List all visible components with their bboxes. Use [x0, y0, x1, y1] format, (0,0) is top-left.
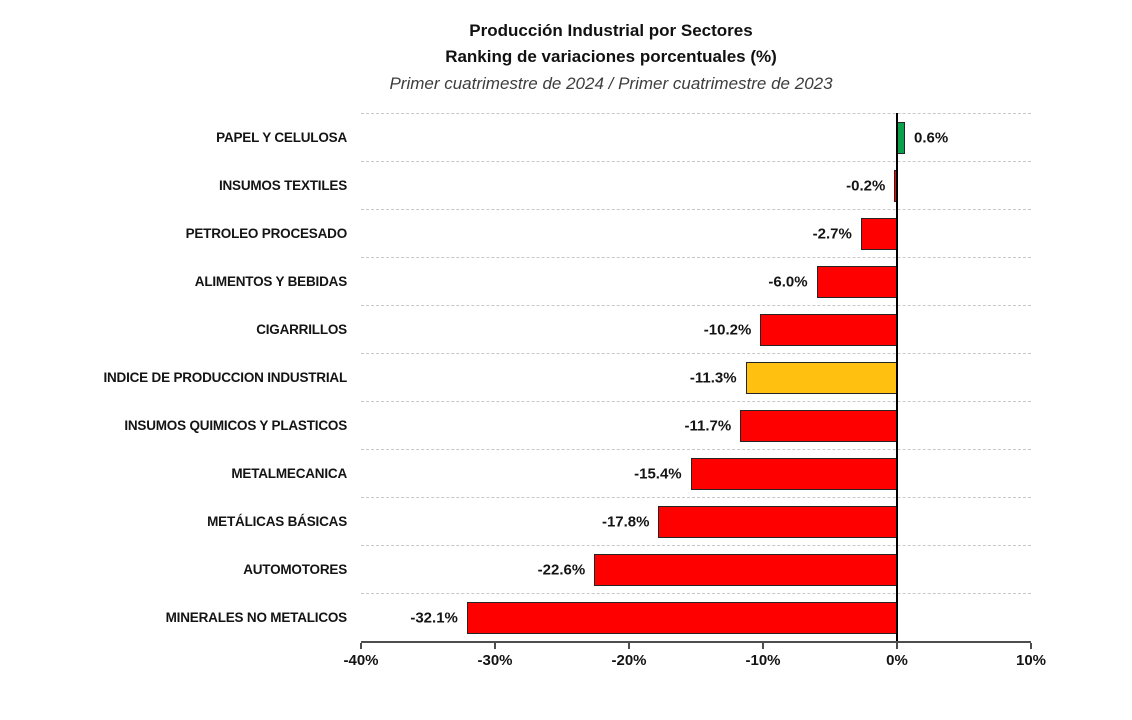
x-axis-tick-label: -20%: [611, 652, 647, 669]
plot-cell: 0.6%: [361, 113, 1031, 161]
plot-row: INSUMOS TEXTILES -0.2%: [0, 161, 1132, 209]
plot-cell: -22.6%: [361, 545, 1031, 593]
value-label: -17.8%: [601, 513, 650, 530]
category-label: MINERALES NO METALICOS: [165, 609, 348, 625]
category-label: INDICE DE PRODUCCION INDUSTRIAL: [103, 369, 347, 385]
x-axis-tick-label: -30%: [477, 652, 513, 669]
plot-row: PAPEL Y CELULOSA 0.6%: [0, 113, 1132, 161]
chart-subtitle: Ranking de variaciones porcentuales (%): [445, 47, 777, 66]
x-axis-tick-label: 10%: [1015, 652, 1047, 669]
plot-cell: -15.4%: [361, 449, 1031, 497]
bar: [816, 265, 897, 298]
category-label: PETROLEO PROCESADO: [185, 225, 348, 241]
value-label: -11.7%: [684, 417, 732, 434]
value-label: 0.6%: [914, 129, 949, 146]
x-axis-tick-label: -10%: [745, 652, 781, 669]
bar: [860, 217, 897, 250]
value-label: -6.0%: [768, 273, 808, 290]
value-label: -0.2%: [846, 177, 886, 194]
chart-period: Primer cuatrimestre de 2024 / Primer cua…: [389, 74, 833, 93]
bar: [897, 121, 906, 154]
bar: [658, 505, 897, 538]
plot-cell: -11.3%: [361, 353, 1031, 401]
bar: [594, 553, 897, 586]
category-label: METÁLICAS BÁSICAS: [207, 513, 347, 529]
x-axis-tick: [1030, 643, 1032, 649]
category-label: ALIMENTOS Y BEBIDAS: [194, 273, 347, 289]
x-axis: -40% -30% -20% -10% 0% 10%: [343, 641, 1046, 677]
category-label: METALMECANICA: [231, 465, 347, 481]
plot-cell: -11.7%: [361, 401, 1031, 449]
plot-cell: -10.2%: [361, 305, 1031, 353]
value-label: -2.7%: [812, 225, 852, 242]
category-label: PAPEL Y CELULOSA: [216, 129, 347, 145]
plot-row: INDICE DE PRODUCCION INDUSTRIAL -11.3%: [0, 353, 1132, 401]
x-axis-tick: [628, 643, 630, 649]
value-label: -11.3%: [689, 369, 737, 386]
plot-row: METALMECANICA -15.4%: [0, 449, 1132, 497]
plot-row: CIGARRILLOS -10.2%: [0, 305, 1132, 353]
value-label: -32.1%: [410, 609, 458, 626]
plot-rows: PAPEL Y CELULOSA 0.6% INSUMOS TEXTILES -0.2…: [0, 113, 1132, 641]
x-axis-tick: [360, 643, 362, 649]
chart-header: Producción Industrial por Sectores Ranki…: [90, 0, 1132, 98]
category-label: INSUMOS TEXTILES: [218, 177, 347, 193]
plot-row: AUTOMOTORES -22.6%: [0, 545, 1132, 593]
plot-cell: -0.2%: [361, 161, 1031, 209]
bar: [760, 313, 897, 346]
bar: [745, 361, 897, 394]
plot-row: METÁLICAS BÁSICAS -17.8%: [0, 497, 1132, 545]
plot-row: INSUMOS QUIMICOS Y PLASTICOS -11.7%: [0, 401, 1132, 449]
chart-title: Producción Industrial por Sectores: [469, 21, 753, 40]
x-axis-tick: [494, 643, 496, 649]
x-axis-tick: [762, 643, 764, 649]
plot-row: PETROLEO PROCESADO -2.7%: [0, 209, 1132, 257]
x-axis-tick: [896, 643, 898, 649]
value-label: -22.6%: [537, 561, 586, 578]
plot-cell: -6.0%: [361, 257, 1031, 305]
x-axis-tick-label: -40%: [343, 652, 379, 669]
plot-area: PAPEL Y CELULOSA 0.6% INSUMOS TEXTILES -0.2…: [0, 113, 1132, 641]
bar: [894, 169, 897, 202]
bar: [466, 601, 897, 634]
value-label: -10.2%: [703, 321, 752, 338]
plot-cell: -2.7%: [361, 209, 1031, 257]
bar: [690, 457, 897, 490]
plot-row: ALIMENTOS Y BEBIDAS -6.0%: [0, 257, 1132, 305]
x-axis-tick-label: 0%: [886, 652, 908, 669]
category-label: AUTOMOTORES: [243, 561, 347, 577]
plot-row: MINERALES NO METALICOS -32.1%: [0, 593, 1132, 641]
plot-cell: -17.8%: [361, 497, 1031, 545]
category-label: INSUMOS QUIMICOS Y PLASTICOS: [124, 417, 347, 433]
category-label: CIGARRILLOS: [256, 321, 347, 337]
bar: [740, 409, 897, 442]
plot-cell: -32.1%: [361, 593, 1031, 641]
value-label: -15.4%: [634, 465, 682, 482]
